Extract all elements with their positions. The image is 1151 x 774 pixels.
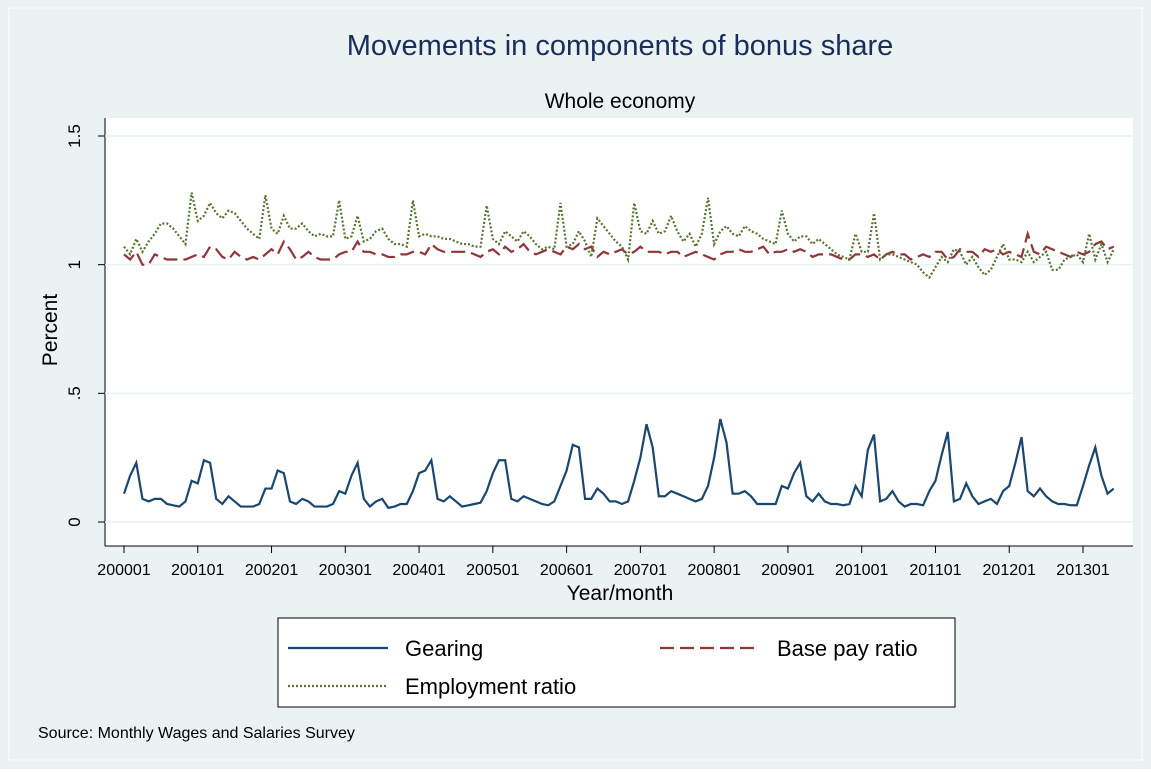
series-line	[123, 229, 1115, 266]
y-tick-label: .5	[65, 386, 84, 400]
x-tick-label: 200301	[319, 562, 372, 579]
y-tick-label: 1.5	[65, 124, 84, 148]
x-tick-label: 200901	[761, 562, 814, 579]
y-tick-label: 0	[65, 517, 84, 526]
y-tick-label: 1	[65, 260, 84, 269]
legend-label: Gearing	[405, 636, 483, 661]
legend-label: Base pay ratio	[777, 636, 918, 661]
series-line	[122, 418, 1115, 510]
x-tick-label: 200801	[687, 562, 740, 579]
source-note: Source: Monthly Wages and Salaries Surve…	[38, 725, 355, 742]
x-tick-label: 201301	[1056, 562, 1109, 579]
x-axis-label: Year/month	[567, 582, 674, 605]
x-tick-label: 200401	[392, 562, 445, 579]
x-tick-label: 200701	[614, 562, 667, 579]
x-tick-label: 200501	[466, 562, 519, 579]
plot-area	[105, 118, 1133, 546]
legend-label: Employment ratio	[405, 674, 576, 699]
x-tick-label: 200101	[171, 562, 224, 579]
x-tick-label: 200001	[97, 562, 150, 579]
series-line	[123, 192, 1115, 280]
x-tick-label: 201101	[909, 562, 961, 579]
x-tick-label: 201201	[983, 562, 1036, 579]
y-axis-label: Percent	[39, 294, 62, 367]
chart-title: Movements in components of bonus share	[347, 30, 893, 62]
x-tick-label: 201001	[835, 562, 888, 579]
chart-subtitle: Whole economy	[545, 90, 696, 113]
x-tick-label: 200601	[540, 562, 593, 579]
legend-box	[277, 617, 956, 708]
x-tick-label: 200201	[245, 562, 298, 579]
